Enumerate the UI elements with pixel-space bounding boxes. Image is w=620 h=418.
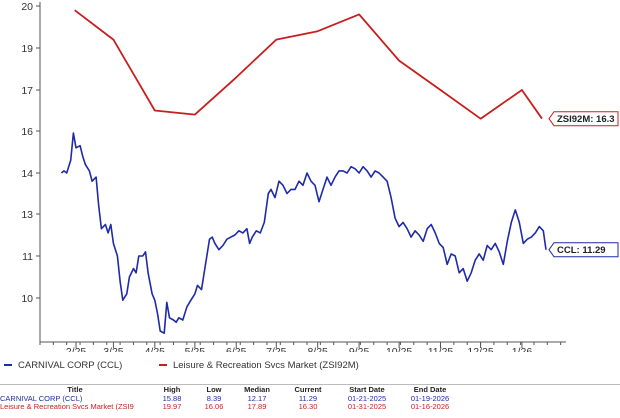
- y-tick-label: 13: [21, 209, 33, 221]
- x-tick-label: 10/25: [386, 346, 412, 352]
- x-tick-label: 6/25: [226, 346, 247, 352]
- stats-header-row: Title High Low Median Current Start Date…: [0, 385, 462, 395]
- x-tick-label: 12/25: [467, 346, 493, 352]
- end-label-text: ZSI92M: 16.3: [557, 114, 615, 125]
- cell-median: 17.89: [247, 402, 267, 411]
- x-tick-label: 3/25: [103, 346, 124, 352]
- header-end-date: End Date: [413, 385, 447, 394]
- x-tick-label: 9/25: [349, 346, 370, 352]
- chart-axes: 20 19 17 16 14 13 11 10 2/25 3/25 4/25 5/25 6/25 7/25…: [21, 1, 566, 352]
- cell-current: 16.30: [298, 402, 318, 411]
- y-tick-label: 10: [21, 293, 33, 305]
- cell-end-date: 01-19-2026: [410, 393, 450, 403]
- cell-high: 19.97: [162, 402, 182, 411]
- header-current: Current: [294, 385, 322, 394]
- legend-label-zsi: Leisure & Recreation Svcs Market (ZSI92M…: [172, 359, 359, 371]
- cell-title: Leisure & Recreation Svcs Market (ZSI9: [0, 403, 134, 411]
- cell-current: 11.29: [298, 393, 318, 403]
- x-tick-label: 8/25: [307, 346, 328, 352]
- x-tick-label: 5/25: [185, 346, 206, 352]
- cell-median: 12.17: [247, 393, 267, 403]
- stats-table: Title High Low Median Current Start Date…: [0, 385, 462, 412]
- y-tick-label: 14: [21, 168, 33, 180]
- legend-item-zsi[interactable]: Leisure & Recreation Svcs Market (ZSI92M…: [158, 359, 359, 371]
- chart-legend: CARNIVAL CORP (CCL) Leisure & Recreation…: [4, 358, 393, 371]
- header-start-date: Start Date: [349, 385, 385, 394]
- chart-lines: CCL: 11.29 ZSI92M: 16.3: [60, 9, 619, 334]
- legend-swatch-ccl: [4, 364, 12, 366]
- header-median: Median: [244, 385, 270, 394]
- cell-high: 15.88: [162, 393, 182, 403]
- price-chart: 20 19 17 16 14 13 11 10 2/25 3/25 4/25 5/25 6/25 7/25…: [21, 1, 619, 352]
- header-low: Low: [206, 385, 222, 394]
- x-tick-label: 11/25: [428, 346, 454, 352]
- end-label-ccl: CCL: 11.29: [548, 242, 619, 258]
- end-label-box: [548, 242, 619, 258]
- series-line-zsi: [74, 9, 543, 120]
- end-label-text: CCL: 11.29: [557, 245, 606, 256]
- end-label-zsi: ZSI92M: 16.3: [548, 111, 619, 127]
- cell-end-date: 01-16-2026: [410, 402, 450, 411]
- y-tick-label: 11: [22, 251, 33, 263]
- header-title: Title: [67, 385, 83, 394]
- cell-low: 16.06: [204, 402, 224, 411]
- series-line-ccl: [60, 132, 547, 334]
- x-tick-label: 7/25: [266, 346, 287, 352]
- cell-title: CARNIVAL CORP (CCL): [0, 394, 83, 403]
- table-row-ccl: CARNIVAL CORP (CCL) 15.88 8.39 12.17 11.…: [0, 393, 462, 404]
- cell-start-date: 01-31-2025: [347, 402, 387, 411]
- legend-item-ccl[interactable]: CARNIVAL CORP (CCL): [4, 360, 122, 371]
- cell-start-date: 01-21-2025: [347, 393, 387, 403]
- y-tick-label: 19: [21, 43, 33, 55]
- y-tick-label: 17: [21, 85, 33, 97]
- x-tick-label: 2/25: [66, 346, 87, 352]
- y-tick-label: 20: [21, 1, 33, 13]
- stats-divider: [0, 384, 620, 385]
- x-tick-label: 4/25: [145, 346, 166, 352]
- header-high: High: [163, 385, 181, 394]
- table-row-zsi: Leisure & Recreation Svcs Market (ZSI9 1…: [0, 402, 462, 412]
- y-tick-label: 16: [21, 126, 33, 138]
- end-label-box: [548, 111, 619, 127]
- x-tick-label: 1/26: [512, 346, 533, 352]
- legend-label-ccl: CARNIVAL CORP (CCL): [18, 359, 123, 371]
- cell-low: 8.39: [206, 393, 222, 403]
- legend-swatch-zsi: [158, 364, 167, 366]
